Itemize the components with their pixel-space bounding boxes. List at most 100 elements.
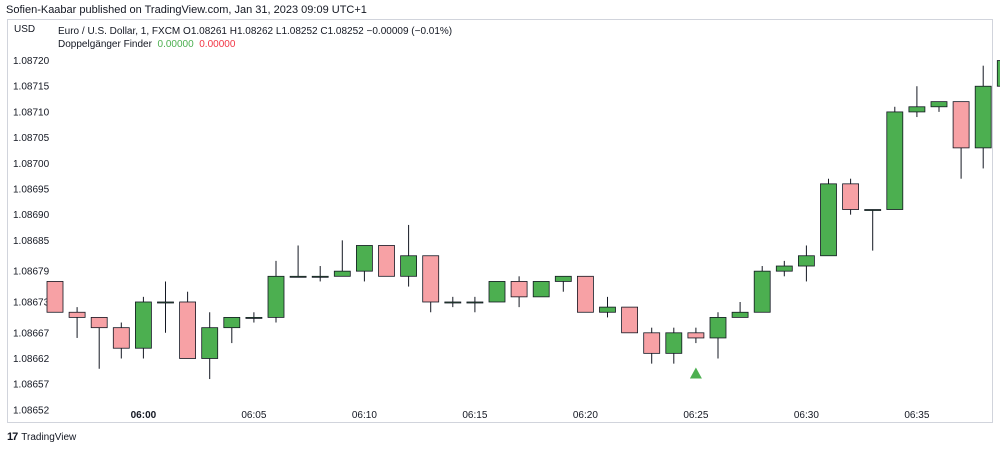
- candle-body: [532, 281, 550, 298]
- publisher-header: Sofien-Kaabar published on TradingView.c…: [6, 4, 367, 16]
- candle: [731, 301, 749, 318]
- y-tick-label: 1.08695: [13, 184, 50, 195]
- x-tick-label: 06:25: [683, 410, 708, 421]
- x-tick-label: 06:05: [241, 410, 266, 421]
- brand-name: TradingView: [21, 431, 77, 443]
- candle: [46, 281, 64, 313]
- x-tick-label: 06:20: [573, 410, 598, 421]
- candle: [599, 296, 616, 318]
- candle-body: [245, 316, 263, 319]
- candle-body: [820, 183, 837, 257]
- x-tick-label: 06:15: [462, 410, 487, 421]
- candle: [908, 86, 926, 118]
- candle-body: [201, 327, 219, 359]
- candle: [996, 60, 1000, 87]
- candle-body: [510, 281, 528, 298]
- candle: [422, 255, 440, 313]
- symbol-info[interactable]: Euro / U.S. Dollar, 1, FXCM O1.08261 H1.…: [58, 26, 453, 37]
- candle: [179, 291, 197, 359]
- candle-body: [444, 301, 462, 304]
- y-tick-label: 1.08652: [13, 405, 50, 416]
- candle: [400, 224, 418, 287]
- candle: [864, 209, 882, 251]
- y-tick-label: 1.08673: [13, 297, 50, 308]
- y-tick-label: 1.08720: [13, 56, 50, 67]
- candle: [333, 240, 351, 277]
- candle-body: [267, 275, 285, 318]
- candle-body: [798, 255, 815, 267]
- candle-body: [422, 255, 440, 303]
- y-tick-label: 1.08679: [13, 267, 50, 278]
- candle-body: [864, 209, 882, 211]
- candle: [134, 296, 152, 359]
- candle-body: [333, 270, 351, 277]
- y-tick-label: 1.08705: [13, 133, 50, 144]
- currency-label: USD: [14, 24, 36, 35]
- tradingview-logo-icon: 17: [7, 431, 18, 443]
- candle-body: [134, 301, 152, 349]
- candle: [621, 306, 638, 334]
- candle: [842, 178, 859, 215]
- candle-body: [599, 306, 616, 313]
- candle: [245, 312, 263, 323]
- candle: [289, 245, 307, 278]
- candle: [223, 316, 241, 344]
- candle: [311, 266, 329, 282]
- y-tick-label: 1.08690: [13, 210, 50, 221]
- candle-body: [974, 85, 992, 149]
- candle: [577, 275, 594, 313]
- candle-body: [311, 275, 329, 278]
- candle-body: [731, 311, 749, 318]
- candle-body: [289, 275, 307, 278]
- candle-body: [775, 265, 793, 272]
- candle: [687, 327, 705, 344]
- candle-body: [952, 101, 970, 149]
- chart-legend: Euro / U.S. Dollar, 1, FXCM O1.08261 H1.…: [58, 25, 452, 51]
- candle: [820, 178, 837, 257]
- candle: [952, 101, 970, 179]
- candle-body: [643, 332, 661, 354]
- candle: [68, 307, 86, 338]
- candle-body: [930, 101, 948, 108]
- candle: [532, 281, 550, 298]
- candle-body: [753, 270, 771, 313]
- candle-body: [179, 301, 197, 359]
- candle-body: [996, 60, 1000, 87]
- candle: [267, 260, 285, 323]
- indicator-value-1: 0.00000: [157, 39, 194, 50]
- candle: [90, 316, 108, 369]
- x-tick-label: 06:35: [904, 410, 929, 421]
- candle-body: [355, 245, 373, 272]
- candles: [46, 60, 1000, 380]
- candle: [378, 245, 395, 277]
- candle: [554, 275, 572, 292]
- candle: [775, 260, 793, 277]
- y-tick-label: 1.08710: [13, 107, 50, 118]
- indicator-name: Doppelgänger Finder: [58, 39, 152, 50]
- candle: [974, 65, 992, 169]
- candle-body: [378, 245, 395, 277]
- candle: [886, 106, 904, 210]
- candle: [643, 327, 661, 364]
- indicator-row[interactable]: Doppelgänger Finder 0.00000 0.00000: [58, 38, 452, 51]
- candle-body: [554, 275, 572, 282]
- x-tick-label: 06:30: [794, 410, 819, 421]
- footer-brand[interactable]: 17 TradingView: [7, 431, 76, 443]
- candle: [112, 322, 130, 359]
- y-tick-label: 1.08662: [13, 354, 50, 365]
- candle-body: [466, 301, 484, 304]
- candle-body: [112, 327, 130, 349]
- candle-body: [223, 316, 241, 329]
- candle-body: [665, 332, 683, 354]
- candle-body: [886, 111, 904, 210]
- signal-triangle-icon: [689, 367, 702, 379]
- candle: [798, 245, 815, 282]
- candle: [488, 281, 506, 303]
- candle: [665, 327, 683, 364]
- y-tick-label: 1.08685: [13, 236, 50, 247]
- candle: [510, 276, 528, 308]
- candle: [930, 101, 948, 112]
- candle-body: [577, 275, 594, 313]
- candle-body: [400, 255, 418, 277]
